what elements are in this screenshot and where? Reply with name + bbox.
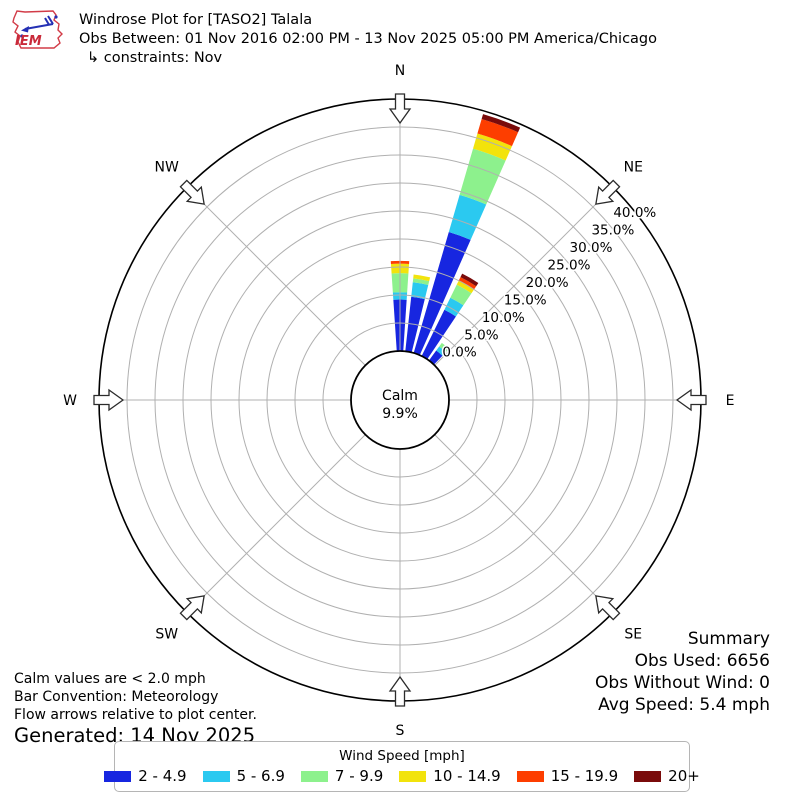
flow-arrow-icon: [595, 179, 621, 205]
grid-ring: [238, 238, 562, 562]
legend-swatch-icon: [300, 770, 328, 782]
summary-avg-speed: Avg Speed: 5.4 mph: [598, 695, 770, 715]
iem-logo: IEM: [12, 10, 63, 49]
radial-tick-label: 35.0%: [591, 223, 634, 239]
radial-tick-label: 30.0%: [570, 240, 613, 256]
legend-item-label: 5 - 6.9: [236, 767, 285, 785]
grid-ring: [126, 126, 674, 674]
grid-ring: [182, 182, 618, 618]
compass-label: W: [63, 393, 77, 409]
legend-swatch-icon: [516, 770, 544, 782]
compass-label: SE: [624, 626, 642, 642]
windrose-petal-segment: [428, 350, 443, 365]
windrose-petal-segment: [436, 346, 446, 356]
windrose-petal-segment: [450, 284, 472, 306]
windrose-petal-segment: [458, 277, 477, 290]
grid-ring: [266, 266, 534, 534]
legend-item-label: 20+: [668, 767, 700, 785]
legend-item-label: 10 - 14.9: [433, 767, 501, 785]
windrose-petal-segment: [481, 114, 521, 133]
compass-label: SW: [155, 626, 178, 642]
legend-item: 15 - 19.9: [516, 767, 619, 785]
legend-items: 2 - 4.9 5 - 6.9 7 - 9.9 10 - 14.9 15 - 19.9 2…: [104, 767, 700, 785]
compass-label: N: [395, 63, 405, 79]
legend-item-label: 7 - 9.9: [334, 767, 384, 785]
constraints-line: ↳ constraints: Nov: [87, 50, 223, 66]
radial-tick-label: 20.0%: [526, 275, 569, 291]
grid-ring: [322, 322, 478, 478]
legend-item: 7 - 9.9: [300, 767, 384, 785]
iem-logo-text: IEM: [15, 34, 42, 49]
compass-label: E: [726, 393, 735, 409]
windrose-petal-segment: [444, 297, 464, 317]
grid-spoke: [186, 186, 366, 366]
windrose-petal-segment: [413, 274, 431, 282]
summary-obs-used: Obs Used: 6656: [634, 651, 770, 671]
summary-obs-without-wind: Obs Without Wind: 0: [595, 673, 770, 693]
header: Windrose Plot for [TASO2] Talala Obs Bet…: [79, 11, 657, 68]
legend-swatch-icon: [104, 770, 132, 782]
radial-tick-label: 0.0%: [442, 345, 476, 361]
flow-arrow-icon: [675, 388, 707, 412]
grid-spoke: [186, 434, 366, 614]
summary-title: Summary: [687, 629, 770, 649]
legend-swatch-icon: [202, 770, 230, 782]
windrose-petal-segment: [412, 278, 430, 285]
compass-label: S: [396, 723, 405, 739]
flow-arrow-icon: [179, 179, 205, 205]
flow-arrow-icon: [179, 595, 205, 621]
legend-swatch-icon: [399, 770, 427, 782]
windrose-petal-segment: [456, 280, 474, 294]
windrose-petal-segment: [439, 342, 450, 353]
page-title: Windrose Plot for [TASO2] Talala: [79, 12, 313, 28]
grid-ring: [154, 154, 646, 646]
compass-label: NE: [624, 160, 643, 176]
windrose-petal-segment: [460, 273, 479, 287]
windrose-petal-segment: [413, 231, 471, 356]
footnotes: Calm values are < 2.0 mph Bar Convention…: [14, 670, 257, 745]
legend-title: Wind Speed [mph]: [339, 748, 465, 764]
windrose-petal-segment: [477, 119, 519, 147]
legend-item-label: 2 - 4.9: [138, 767, 187, 785]
legend-item: 20+: [634, 767, 700, 785]
flow-arrow-icon: [93, 388, 125, 412]
radial-tick-label: 5.0%: [464, 327, 498, 343]
legend-item: 10 - 14.9: [399, 767, 501, 785]
windrose-petal-segment: [459, 148, 506, 205]
windrose-petal-segment: [421, 309, 456, 360]
legend-item-label: 15 - 19.9: [550, 767, 619, 785]
radial-tick-label: 15.0%: [504, 292, 547, 308]
summary-block: Summary Obs Used: 6656 Obs Without Wind:…: [595, 628, 770, 716]
grid-spoke: [434, 186, 614, 366]
flow-arrows-note: Flow arrows relative to plot center.: [14, 707, 257, 723]
flow-arrow-icon: [388, 675, 412, 707]
wind-barb-icon: [20, 15, 58, 38]
flow-arrow-icon: [388, 93, 412, 125]
legend-swatch-icon: [634, 770, 662, 782]
generated-date: Generated: 14 Nov 2025: [14, 724, 256, 747]
grid-ring: [294, 294, 506, 506]
windrose-petal-segment: [448, 194, 487, 240]
bar-convention-note: Bar Convention: Meteorology: [14, 689, 219, 705]
obs-between-subtitle: Obs Between: 01 Nov 2016 02:00 PM - 13 N…: [79, 31, 658, 47]
flow-arrow-icon: [595, 595, 621, 621]
radial-tick-label: 25.0%: [548, 258, 591, 274]
calm-note: Calm values are < 2.0 mph: [14, 671, 206, 687]
calm-circle: [350, 350, 450, 450]
windrose-petal-segment: [411, 282, 429, 300]
radial-tick-label: 40.0%: [613, 205, 656, 221]
legend-item: 2 - 4.9: [104, 767, 187, 785]
grid-ring: [210, 210, 590, 590]
legend-item: 5 - 6.9: [202, 767, 285, 785]
calm-label: Calm 9.9%: [382, 388, 418, 422]
radial-tick-label: 10.0%: [482, 310, 525, 326]
compass-label: NW: [155, 160, 179, 176]
wind-speed-legend: Wind Speed [mph] 2 - 4.9 5 - 6.9 7 - 9.9 10…: [104, 741, 700, 792]
grid-spoke: [434, 434, 614, 614]
